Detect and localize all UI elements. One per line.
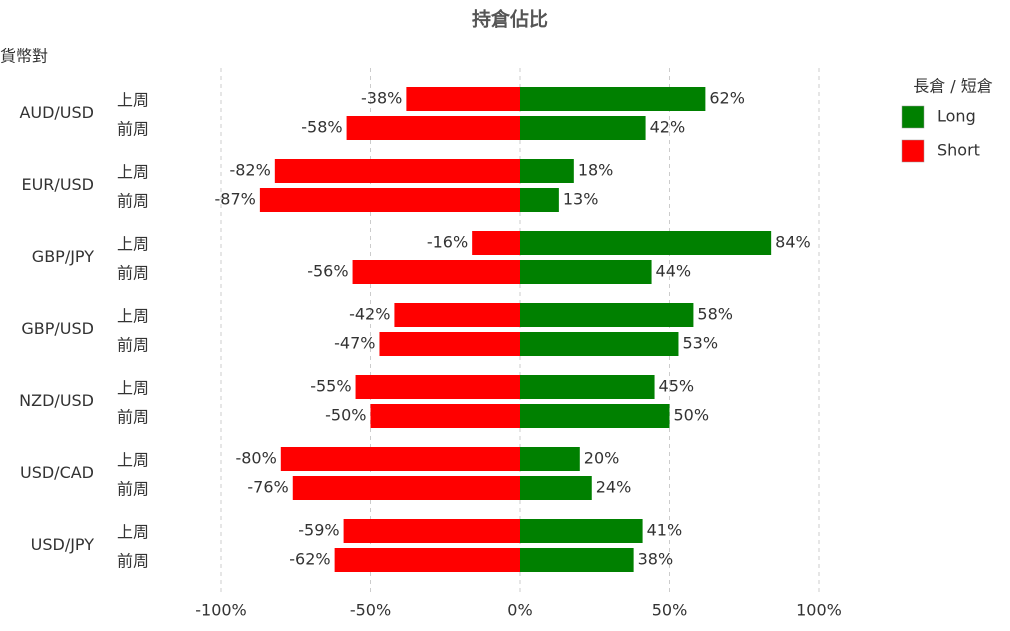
value-label: -38%: [361, 89, 402, 108]
bar: [520, 231, 772, 255]
value-label: 58%: [697, 305, 733, 324]
chart-title: 持倉佔比: [472, 8, 548, 31]
value-label: -42%: [349, 305, 390, 324]
subcategory-label: 前周: [117, 408, 149, 427]
value-label: -82%: [229, 161, 270, 180]
bar: [520, 375, 655, 399]
bar: [280, 447, 520, 471]
bar: [343, 519, 520, 543]
value-label: 45%: [659, 377, 695, 396]
bar: [394, 303, 520, 327]
value-label: -76%: [247, 478, 288, 497]
legend-title: 長倉 / 短倉: [913, 77, 993, 96]
value-label: 44%: [656, 262, 692, 281]
bar: [406, 87, 520, 111]
subcategory-label: 前周: [117, 336, 149, 355]
bar: [520, 116, 646, 140]
value-label: 13%: [563, 190, 599, 209]
bar: [520, 476, 592, 500]
value-label: 50%: [674, 406, 710, 425]
value-label: -80%: [235, 449, 276, 468]
value-label: -56%: [307, 262, 348, 281]
y-axis-label: 貨幣對: [0, 47, 48, 66]
value-label: 42%: [650, 118, 686, 137]
value-label: 20%: [584, 449, 620, 468]
category-label: EUR/USD: [21, 175, 94, 194]
bar: [520, 519, 643, 543]
bar: [520, 332, 679, 356]
legend-swatch: [901, 105, 925, 129]
subcategory-label: 上周: [117, 307, 149, 326]
value-label: 62%: [709, 89, 745, 108]
bar: [520, 188, 559, 212]
category-label: GBP/JPY: [32, 247, 94, 266]
x-tick-label: 0%: [507, 601, 532, 620]
bar: [520, 159, 574, 183]
x-tick-label: 100%: [796, 601, 842, 620]
bar: [370, 404, 520, 428]
subcategory-label: 前周: [117, 192, 149, 211]
subcategory-label: 前周: [117, 480, 149, 499]
bar: [520, 260, 652, 284]
bar: [520, 404, 670, 428]
value-label: 41%: [647, 521, 683, 540]
value-label: -59%: [298, 521, 339, 540]
subcategory-label: 上周: [117, 379, 149, 398]
subcategory-label: 上周: [117, 163, 149, 182]
bar: [346, 116, 520, 140]
bar: [379, 332, 520, 356]
bar: [472, 231, 520, 255]
x-tick-label: -50%: [350, 601, 391, 620]
bar: [355, 375, 520, 399]
subcategory-label: 前周: [117, 264, 149, 283]
value-label: -47%: [334, 334, 375, 353]
legend-swatch: [901, 139, 925, 163]
subcategory-label: 上周: [117, 91, 149, 110]
bar: [259, 188, 520, 212]
subcategory-label: 上周: [117, 523, 149, 542]
value-label: -55%: [310, 377, 351, 396]
value-label: -58%: [301, 118, 342, 137]
value-label: -62%: [289, 550, 330, 569]
category-label: AUD/USD: [19, 103, 94, 122]
legend-label: Short: [937, 141, 980, 160]
category-label: USD/CAD: [20, 463, 94, 482]
bar: [520, 447, 580, 471]
bar: [520, 303, 694, 327]
x-tick-label: -100%: [195, 601, 247, 620]
subcategory-label: 上周: [117, 235, 149, 254]
x-tick-label: 50%: [652, 601, 688, 620]
value-label: 84%: [775, 233, 811, 252]
value-label: -87%: [215, 190, 256, 209]
bar: [520, 87, 706, 111]
value-label: -16%: [427, 233, 468, 252]
value-label: 18%: [578, 161, 614, 180]
bar: [520, 548, 634, 572]
category-label: NZD/USD: [19, 391, 94, 410]
value-label: 38%: [638, 550, 674, 569]
bar: [274, 159, 520, 183]
subcategory-label: 前周: [117, 120, 149, 139]
value-label: 24%: [596, 478, 632, 497]
bar: [352, 260, 520, 284]
subcategory-label: 前周: [117, 552, 149, 571]
legend-label: Long: [937, 107, 976, 126]
category-label: GBP/USD: [21, 319, 94, 338]
value-label: 53%: [682, 334, 718, 353]
bar: [292, 476, 520, 500]
category-label: USD/JPY: [31, 535, 95, 554]
subcategory-label: 上周: [117, 451, 149, 470]
value-label: -50%: [325, 406, 366, 425]
bar: [334, 548, 520, 572]
